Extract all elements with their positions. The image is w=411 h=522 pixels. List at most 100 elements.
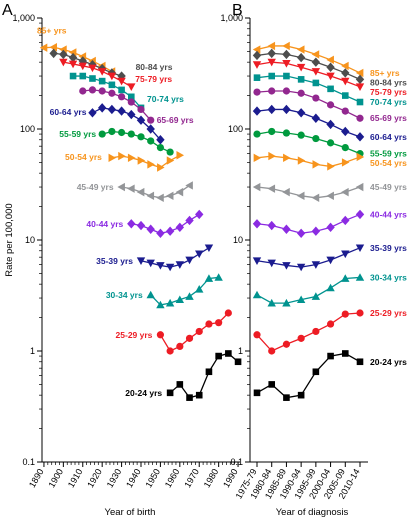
panel-a-y-tick-label: 1	[30, 346, 35, 356]
panel-b-data-point	[253, 130, 261, 138]
panel-b-data-point	[297, 76, 305, 83]
panel-a-data-point	[176, 151, 185, 160]
panel-a-data-point	[136, 257, 146, 265]
panel-b-data-point	[311, 226, 321, 236]
panel-b-data-point	[283, 394, 290, 401]
panel-b-y-tick-label: 1,000	[220, 13, 243, 23]
panel-b-data-point	[268, 72, 276, 80]
panel-a-series-label: 40-44 yrs	[86, 219, 123, 229]
panel-b-y-tick-label: 0.1	[230, 457, 243, 467]
panel-b-data-point	[312, 79, 320, 87]
panel-a-data-point	[137, 133, 145, 141]
panel-a-y-tick-label: 1,000	[12, 13, 35, 23]
panel-a-data-point	[166, 347, 174, 355]
panel-a-data-point	[157, 163, 165, 172]
panel-b-data-point	[296, 108, 306, 118]
panel-a-data-point	[137, 105, 145, 114]
panel-a-data-point	[107, 104, 117, 115]
panel-a-x-tick-label: 1990	[221, 467, 240, 489]
panel-b-data-point	[296, 191, 305, 201]
panel-b-data-point	[297, 89, 305, 97]
panel-a-data-point	[186, 394, 193, 401]
panel-a-data-point	[136, 115, 146, 125]
panel-b-series-25-29-yrs	[253, 309, 364, 355]
panel-b-data-point	[252, 106, 262, 116]
panel-a-series-label: 50-54 yrs	[65, 152, 102, 162]
panel-b-data-point	[312, 134, 320, 143]
panel-b-series-label: 70-74 yrs	[370, 97, 407, 107]
panel-b-data-point	[327, 162, 335, 171]
panel-b-series-label: 80-84 yrs	[370, 77, 407, 87]
panel-b-data-point	[341, 77, 350, 86]
panel-b-data-point	[282, 298, 291, 307]
panel-a-data-point	[49, 48, 58, 59]
panel-letter-a: A	[2, 2, 13, 19]
panel-b-data-point	[341, 274, 350, 282]
panel-a-x-axis-title: Year of birth	[105, 507, 156, 518]
panel-a-data-point	[185, 292, 194, 300]
panel-a-data-point	[108, 81, 116, 89]
panel-b-data-point	[296, 63, 306, 72]
panel-a-data-point	[107, 72, 117, 81]
panel-b-data-point	[356, 309, 364, 317]
panel-b-data-point	[268, 87, 276, 95]
panel-a-series-75-79-yrs	[59, 58, 136, 91]
panel-a-data-point	[127, 83, 136, 91]
panel-b-data-point	[355, 68, 364, 78]
panel-b-data-point	[297, 131, 305, 139]
panel-a-data-point	[78, 56, 87, 66]
panel-b-series-label: 75-79 yrs	[370, 87, 407, 97]
panel-a-y-axis-title: Rate per 100,000	[4, 203, 15, 276]
panel-a-data-point	[147, 116, 155, 124]
panel-b-data-point	[282, 49, 291, 60]
panel-b-data-point	[283, 153, 291, 163]
panel-b-series-65-69-yrs	[253, 87, 364, 122]
panel-a-series-45-49-yrs	[117, 181, 193, 202]
panel-b-data-point	[312, 94, 320, 102]
panel-a-data-point	[117, 77, 126, 86]
panel-a-data-point	[79, 87, 87, 95]
panel-b-data-point	[355, 74, 365, 85]
panel-b-data-point	[268, 151, 276, 161]
panel-a-data-point	[166, 156, 175, 165]
panel-b-data-point	[267, 41, 276, 51]
panel-a-series-35-39-yrs	[136, 244, 214, 272]
panel-b-data-point	[356, 114, 364, 122]
panel-a-data-point	[117, 182, 125, 192]
panel-b-data-point	[252, 61, 262, 69]
panel-a-data-point	[98, 130, 106, 138]
panel-a-x-tick-label: 1890	[27, 467, 46, 489]
panel-b-series-label: 50-54 yrs	[370, 158, 407, 168]
panel-b-y-tick-label: 10	[233, 235, 243, 245]
panel-a-series-label: 70-74 yrs	[147, 94, 184, 104]
panel-a-series-40-44-yrs	[127, 209, 204, 238]
panel-a-series-label: 20-24 yrs	[125, 388, 162, 398]
panel-b-series-label: 20-24 yrs	[370, 357, 407, 367]
panel-b-data-point	[326, 283, 335, 292]
panel-b-data-point	[326, 320, 335, 328]
panel-a-data-point	[195, 250, 204, 259]
panel-a-data-point	[165, 191, 174, 201]
panel-b-series-55-59-yrs	[253, 127, 364, 158]
panel-a-data-point	[195, 285, 204, 293]
panel-b-data-point	[296, 295, 306, 304]
panel-b-series-85-yrs	[252, 41, 364, 78]
panel-a-data-point	[39, 43, 48, 52]
panel-a-data-point	[68, 52, 78, 63]
panel-a-data-point	[118, 86, 125, 94]
panel-b-data-point	[326, 62, 335, 72]
panel-a-data-point	[79, 72, 87, 80]
panel-b-data-point	[267, 104, 276, 115]
panel-b-data-point	[355, 209, 365, 220]
panel-a-data-point	[146, 224, 155, 234]
panel-b-data-point	[341, 215, 350, 226]
panel-a-series-50-54-yrs	[108, 151, 185, 172]
panel-a-series-label: 85+ yrs	[37, 26, 67, 36]
panel-b-data-point	[326, 72, 335, 81]
panel-b-series-label: 60-64 yrs	[370, 132, 407, 142]
panel-b-data-point	[326, 119, 335, 130]
panel-a-data-point	[68, 48, 77, 57]
panel-a-data-point	[88, 108, 97, 118]
panel-a-data-point	[136, 187, 145, 197]
panel-a-data-point	[146, 191, 155, 201]
